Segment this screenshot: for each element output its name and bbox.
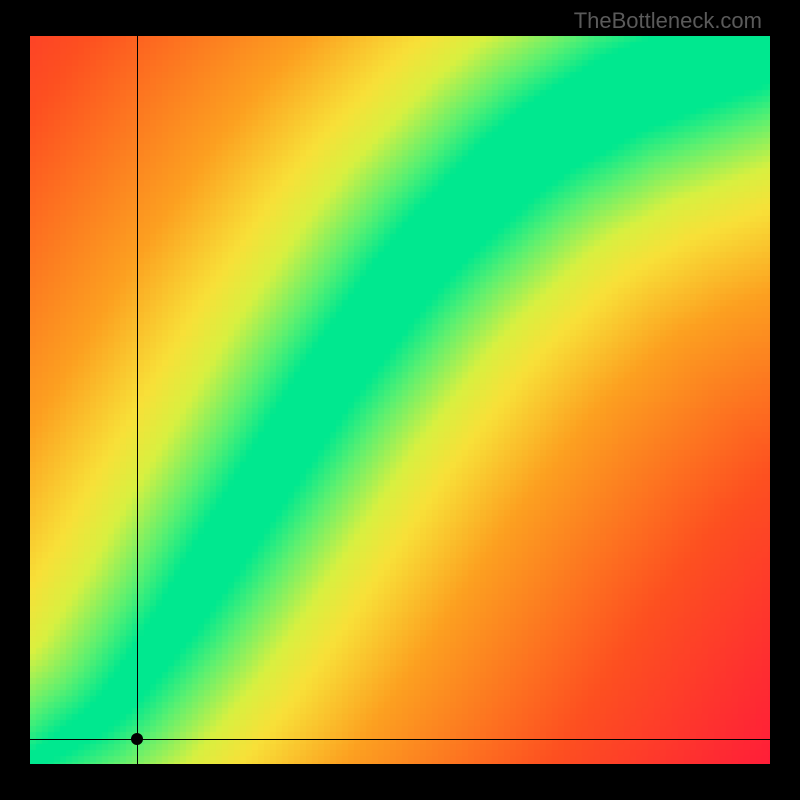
- heatmap-canvas: [30, 36, 770, 764]
- watermark-text: TheBottleneck.com: [574, 8, 762, 34]
- crosshair-vertical: [137, 36, 138, 764]
- crosshair-marker[interactable]: [131, 733, 143, 745]
- heatmap-chart: [30, 36, 770, 764]
